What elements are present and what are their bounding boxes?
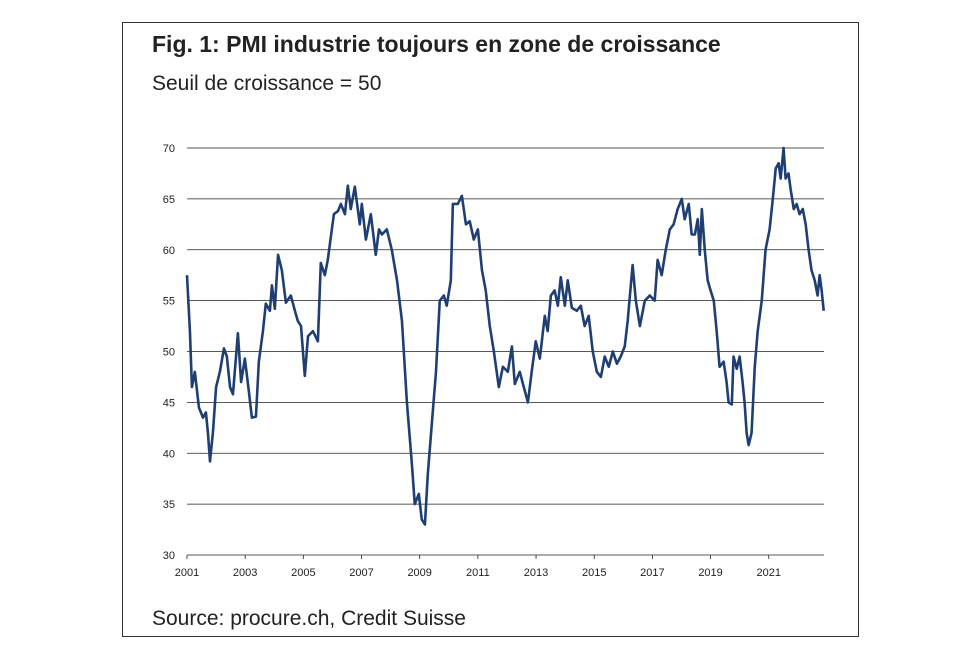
x-tick-label: 2003: [233, 567, 257, 579]
y-tick-label: 65: [163, 194, 175, 206]
y-tick-label: 50: [163, 347, 175, 359]
chart-title: Fig. 1: PMI industrie toujours en zone d…: [152, 31, 721, 57]
x-tick-label: 2017: [640, 567, 664, 579]
y-tick-label: 60: [163, 245, 175, 257]
x-tick-label: 2013: [524, 567, 548, 579]
data-line: [185, 146, 826, 526]
y-tick-label: 45: [163, 397, 175, 409]
y-tick-label: 55: [163, 296, 175, 308]
x-tick-label: 2007: [349, 567, 373, 579]
x-tick-label: 2021: [756, 567, 780, 579]
x-tick-label: 2019: [698, 567, 722, 579]
chart-subtitle: Seuil de croissance = 50: [152, 72, 381, 95]
x-tick-label: 2015: [582, 567, 606, 579]
x-tick-label: 2011: [466, 567, 490, 579]
x-tick-label: 2009: [407, 567, 431, 579]
source: Source: procure.ch, Credit Suisse: [152, 607, 466, 630]
y-tick-label: 30: [163, 550, 175, 562]
x-tick-label: 2001: [175, 567, 199, 579]
frame: [122, 22, 859, 637]
y-tick-label: 70: [163, 143, 175, 155]
x-tick-label: 2005: [291, 567, 315, 579]
y-tick-label: 40: [163, 448, 175, 460]
y-tick-label: 35: [163, 499, 175, 511]
